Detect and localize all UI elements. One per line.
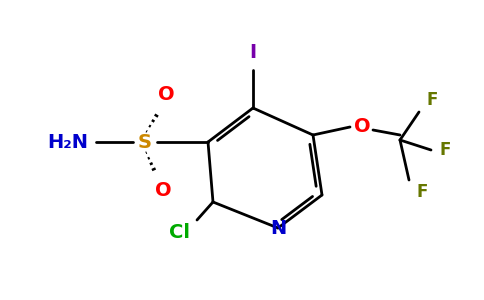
Text: N: N [270, 218, 286, 238]
Text: O: O [158, 85, 174, 104]
Text: F: F [439, 141, 451, 159]
Text: O: O [155, 181, 171, 200]
Text: F: F [426, 91, 438, 109]
Text: Cl: Cl [169, 223, 191, 242]
Text: I: I [249, 43, 257, 61]
Text: H₂N: H₂N [47, 133, 89, 152]
Text: S: S [138, 133, 152, 152]
Text: F: F [416, 183, 428, 201]
Text: O: O [354, 118, 370, 136]
